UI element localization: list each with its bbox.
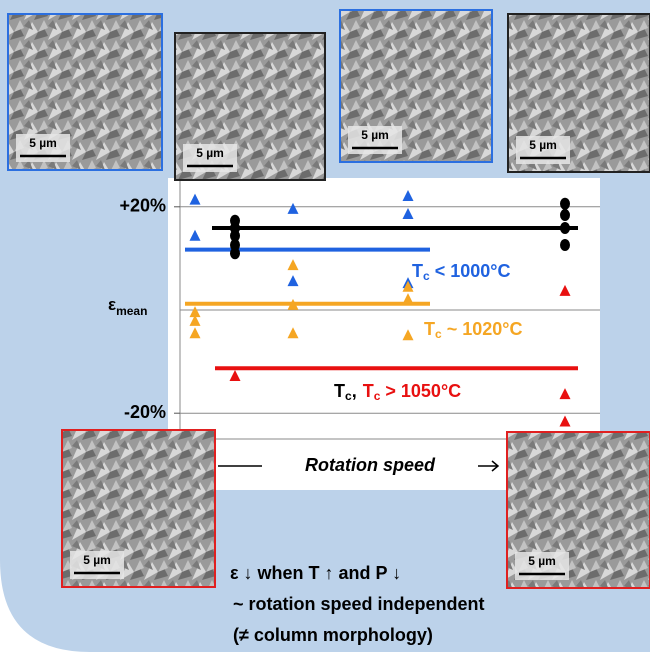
scale-label: 5 µm bbox=[196, 146, 224, 160]
y-label-main: ε bbox=[108, 295, 116, 314]
note: ε ↓ when T ↑ and P ↓ bbox=[230, 563, 401, 583]
scale-label: 5 µm bbox=[29, 136, 57, 150]
note: ~ rotation speed independent bbox=[233, 594, 485, 614]
scale-label: 5 µm bbox=[361, 128, 389, 142]
scale-label: 5 µm bbox=[83, 553, 111, 567]
y-tick-label: -20% bbox=[124, 402, 166, 422]
scale-label: 5 µm bbox=[528, 554, 556, 568]
marker bbox=[230, 247, 240, 259]
figure: +20%-20%εmeanRotation speedTc < 1000°CTc… bbox=[0, 0, 650, 652]
marker bbox=[560, 198, 570, 210]
scale-label: 5 µm bbox=[529, 138, 557, 152]
y-label-sub: mean bbox=[116, 304, 147, 318]
note: (≠ column morphology) bbox=[233, 625, 433, 645]
marker bbox=[560, 222, 570, 234]
x-axis-label: Rotation speed bbox=[305, 455, 436, 475]
y-tick-label: +20% bbox=[119, 196, 166, 216]
marker bbox=[560, 239, 570, 251]
marker bbox=[560, 209, 570, 221]
